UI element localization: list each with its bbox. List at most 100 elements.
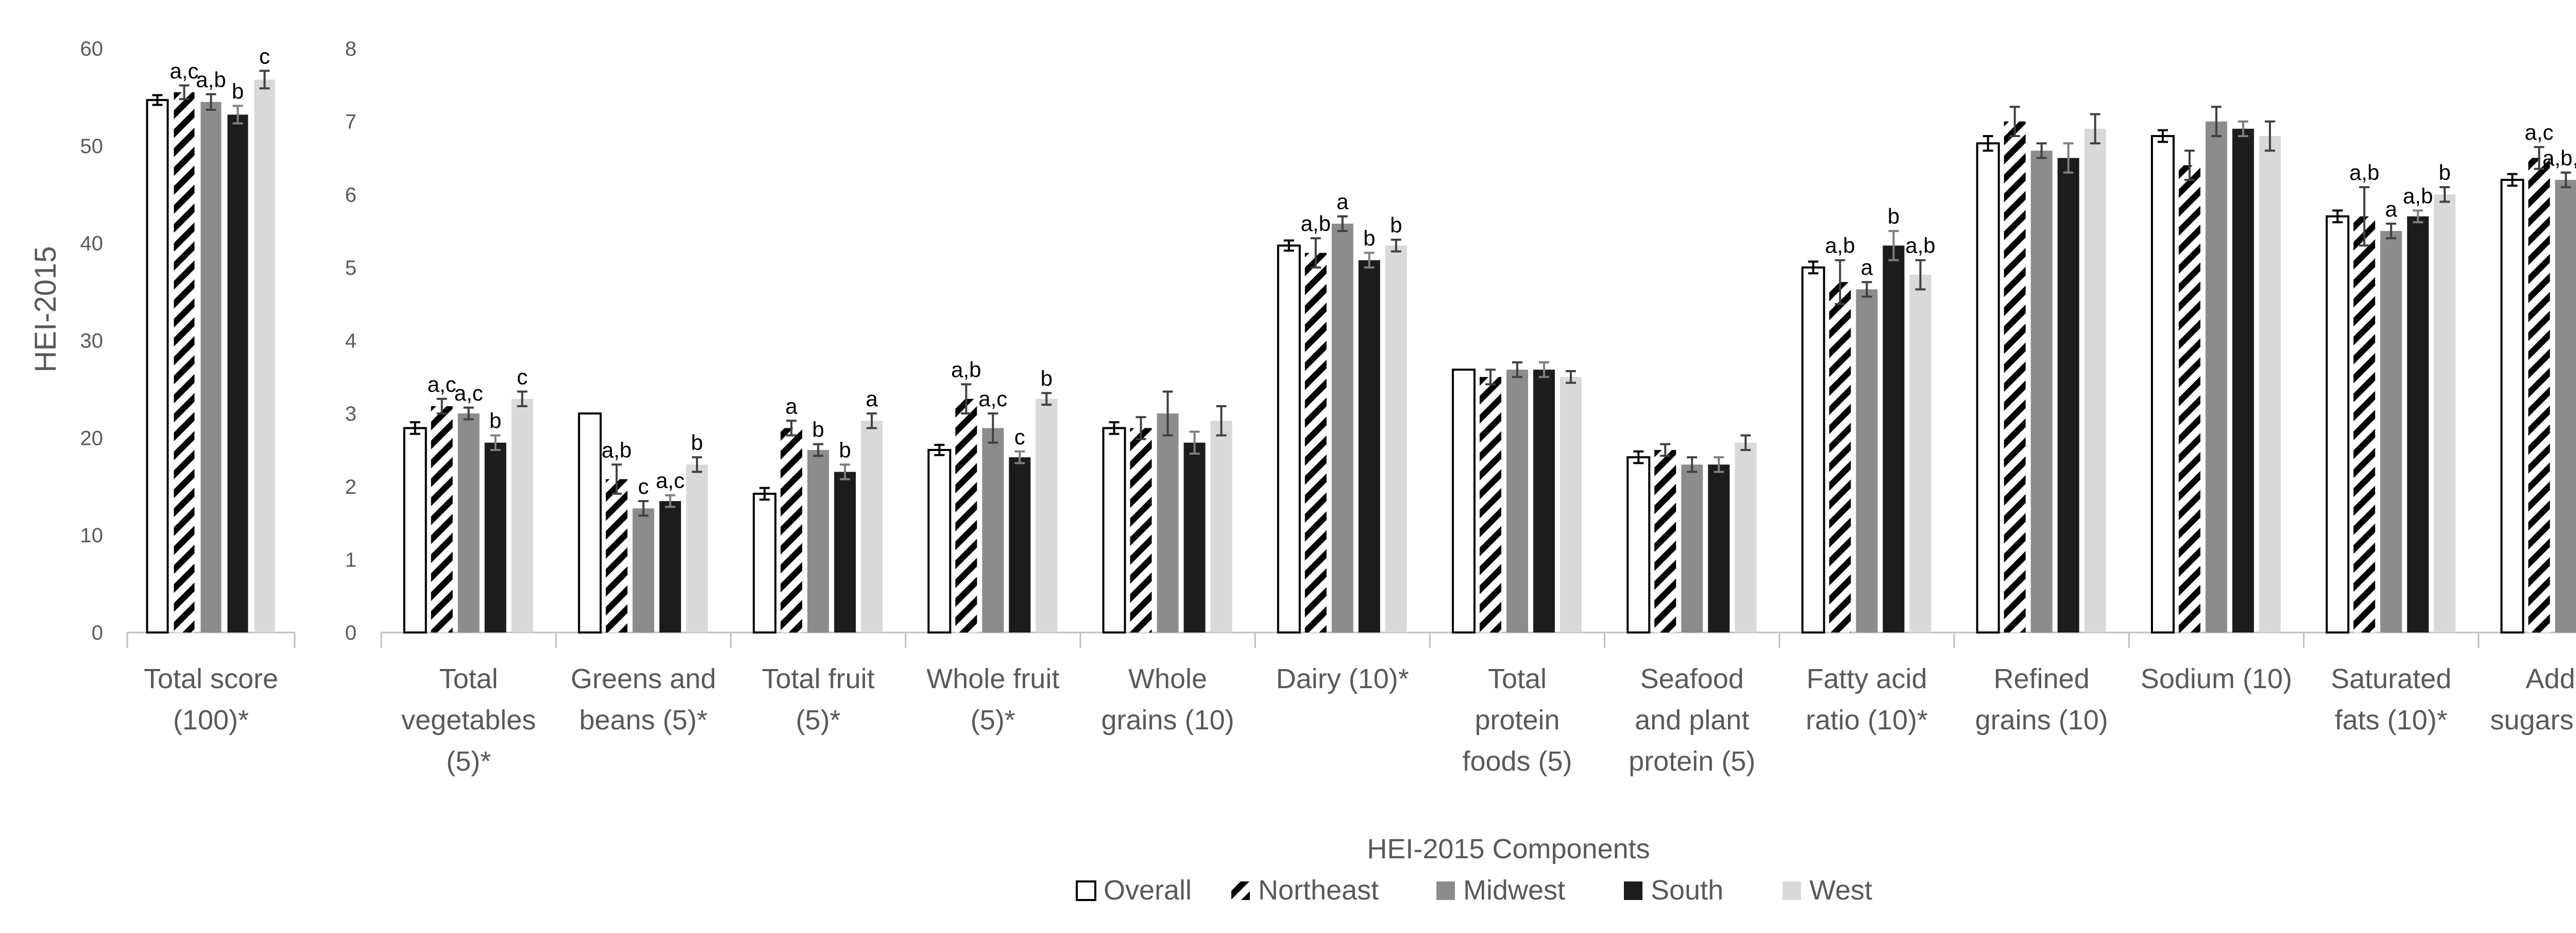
bar-midwest xyxy=(2030,151,2053,632)
bar-midwest xyxy=(1856,289,1878,632)
bar-overall xyxy=(1277,244,1301,634)
x-axis-title: HEI-2015 Components xyxy=(1367,834,1650,864)
x-tick-label: sugars (10)* xyxy=(2490,705,2576,736)
significance-label: a,b xyxy=(1825,234,1855,258)
significance-label: b xyxy=(232,79,244,103)
y-tick-label: 1 xyxy=(345,548,357,571)
x-tick-label: Sodium (10) xyxy=(2141,663,2292,694)
bar-west xyxy=(1385,245,1407,632)
significance-label: a,c xyxy=(170,59,198,83)
y-tick-label: 40 xyxy=(80,232,104,255)
x-tick-label: ratio (10)* xyxy=(1806,705,1928,736)
x-tick-label: Total score xyxy=(144,663,278,694)
legend-label-overall: Overall xyxy=(1104,875,1192,906)
bar-south xyxy=(834,472,856,632)
bar-west xyxy=(1909,275,1931,632)
significance-label: a,b,c xyxy=(2543,146,2576,170)
significance-label: a xyxy=(1336,190,1349,214)
bar-west xyxy=(511,398,533,632)
bar-overall xyxy=(753,492,777,634)
bar-south xyxy=(2232,128,2254,633)
significance-label: b xyxy=(812,418,824,442)
bar-midwest xyxy=(1506,370,1528,632)
bar-south xyxy=(2057,158,2079,632)
y-tick-label: 0 xyxy=(345,622,357,644)
x-tick-label: Whole fruit xyxy=(926,663,1059,694)
x-tick-label: (5)* xyxy=(796,705,841,736)
x-tick-label: Seafood xyxy=(1640,663,1744,694)
legend-label-northeast: Northeast xyxy=(1258,875,1379,906)
legend-label-west: West xyxy=(1809,875,1872,906)
bar-midwest xyxy=(2555,179,2576,632)
bar-west xyxy=(686,464,708,632)
bar-midwest xyxy=(982,428,1004,632)
bar-northeast xyxy=(955,398,977,632)
bar-northeast xyxy=(605,479,628,632)
significance-label: c xyxy=(638,474,649,498)
legend-swatch-midwest xyxy=(1436,881,1455,900)
bar-northeast xyxy=(1480,377,1501,632)
legend-label-south: South xyxy=(1651,875,1723,906)
bar-overall xyxy=(927,448,952,634)
x-tick-label: Saturated xyxy=(2331,663,2451,694)
x-tick-label: Total fruit xyxy=(762,663,875,694)
bar-midwest xyxy=(807,449,829,632)
bar-midwest xyxy=(2380,231,2402,632)
bar-west xyxy=(1560,377,1582,632)
x-tick-label: beans (5)* xyxy=(579,705,707,736)
bar-overall xyxy=(1102,427,1126,634)
bar-west xyxy=(2084,128,2106,633)
bar-northeast xyxy=(1304,253,1327,632)
x-tick-label: Total xyxy=(1488,663,1547,694)
bar-overall xyxy=(2500,178,2524,634)
significance-label: a,c xyxy=(454,381,483,405)
bar-overall xyxy=(1801,266,1825,634)
legend: Overall Northeast Midwest South West xyxy=(1076,875,1872,906)
significance-label: a,b xyxy=(1905,234,1935,258)
bar-west xyxy=(1036,398,1058,632)
significance-label: a,c xyxy=(428,372,456,396)
x-tick-label: Refined xyxy=(1994,663,2090,694)
y-tick-label: 4 xyxy=(345,330,357,353)
x-tick-label: Added xyxy=(2526,663,2576,694)
y-tick-label: 30 xyxy=(80,330,104,353)
legend-swatch-west xyxy=(1783,881,1801,900)
y-tick-label: 0 xyxy=(92,622,103,644)
bar-west xyxy=(1210,421,1232,632)
significance-label: c xyxy=(259,44,270,68)
bar-west xyxy=(1735,442,1757,632)
bar-northeast xyxy=(781,428,803,632)
bar-northeast xyxy=(2004,121,2026,632)
significance-label: c xyxy=(517,365,528,389)
bar-west xyxy=(254,79,275,633)
y-tick-label: 6 xyxy=(345,184,357,206)
x-tick-label: (100)* xyxy=(173,705,249,736)
bar-west xyxy=(2259,136,2281,632)
x-tick-label: protein (5) xyxy=(1629,746,1755,777)
bar-south xyxy=(1708,464,1730,632)
bar-west xyxy=(2434,194,2456,632)
bar-south xyxy=(484,442,506,632)
bar-overall xyxy=(1626,456,1651,634)
bar-northeast xyxy=(2528,158,2550,632)
bar-overall xyxy=(1976,142,2000,634)
significance-label: a,b xyxy=(1301,211,1331,236)
bar-overall xyxy=(403,427,427,634)
significance-label: a,c xyxy=(656,469,685,493)
significance-label: a xyxy=(2385,197,2397,221)
x-tick-label: and plant xyxy=(1635,705,1749,736)
x-tick-label: grains (10) xyxy=(1101,705,1234,736)
x-tick-label: protein xyxy=(1475,705,1560,736)
x-tick-label: Total xyxy=(439,663,498,694)
bar-midwest xyxy=(2205,121,2227,632)
significance-label: a,b xyxy=(2403,184,2433,208)
y-axis-label: HEI-2015 xyxy=(29,246,62,372)
bar-south xyxy=(1358,260,1380,632)
x-tick-label: fats (10)* xyxy=(2335,705,2448,736)
bar-midwest xyxy=(1331,223,1353,632)
y-tick-label: 7 xyxy=(345,111,357,134)
bar-overall xyxy=(2326,215,2350,634)
bar-south xyxy=(2407,216,2429,632)
y-tick-label: 3 xyxy=(345,403,357,425)
